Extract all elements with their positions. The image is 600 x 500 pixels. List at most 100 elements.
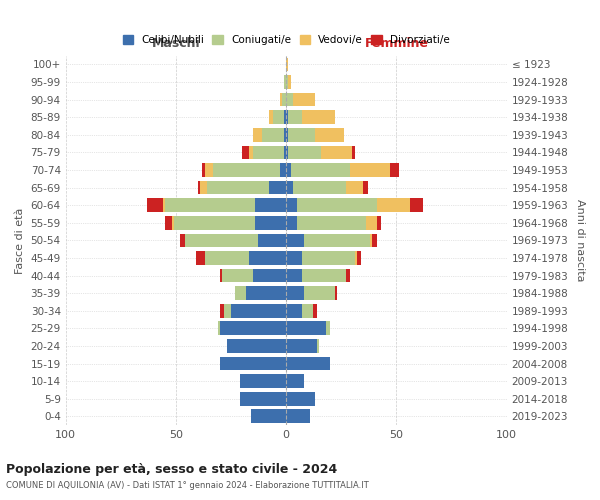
Bar <box>286 58 289 71</box>
Bar <box>357 251 361 265</box>
Bar <box>352 146 355 159</box>
Bar <box>218 322 220 335</box>
Bar <box>317 339 319 353</box>
Bar <box>289 75 290 89</box>
Bar <box>364 180 368 194</box>
Bar <box>251 410 286 423</box>
Bar <box>249 146 253 159</box>
Bar <box>377 198 410 212</box>
Bar <box>370 234 372 247</box>
Bar <box>227 339 286 353</box>
Bar <box>335 286 337 300</box>
Bar <box>256 198 286 212</box>
Bar <box>200 180 207 194</box>
Bar <box>304 286 335 300</box>
Bar <box>205 163 214 177</box>
Bar <box>315 128 344 141</box>
Bar <box>365 216 377 230</box>
Bar <box>235 286 247 300</box>
Y-axis label: Anni di nascita: Anni di nascita <box>575 199 585 281</box>
Bar <box>280 92 282 106</box>
Text: COMUNE DI AQUILONIA (AV) - Dati ISTAT 1° gennaio 2024 - Elaborazione TUTTITALIA.: COMUNE DI AQUILONIA (AV) - Dati ISTAT 1°… <box>6 481 369 490</box>
Bar <box>286 216 297 230</box>
Bar <box>231 304 286 318</box>
Bar <box>286 374 304 388</box>
Bar <box>290 163 350 177</box>
Bar <box>249 251 286 265</box>
Bar <box>256 216 286 230</box>
Bar <box>286 392 315 406</box>
Bar <box>269 110 273 124</box>
Bar <box>377 216 381 230</box>
Bar <box>247 286 286 300</box>
Bar <box>147 198 163 212</box>
Bar <box>202 163 205 177</box>
Bar <box>165 198 256 212</box>
Bar <box>284 110 286 124</box>
Bar <box>257 234 286 247</box>
Bar <box>286 251 302 265</box>
Bar <box>282 92 286 106</box>
Bar <box>284 146 286 159</box>
Bar <box>163 198 165 212</box>
Bar <box>346 268 350 282</box>
Bar <box>220 356 286 370</box>
Bar <box>286 356 331 370</box>
Bar <box>297 216 365 230</box>
Bar <box>284 75 286 89</box>
Bar <box>262 128 284 141</box>
Bar <box>284 128 286 141</box>
Bar <box>286 198 297 212</box>
Bar <box>286 146 289 159</box>
Bar <box>390 163 398 177</box>
Bar <box>346 180 364 194</box>
Bar <box>286 339 317 353</box>
Bar <box>181 234 185 247</box>
Bar <box>286 128 289 141</box>
Legend: Celibi/Nubili, Coniugati/e, Vedovi/e, Divorziati/e: Celibi/Nubili, Coniugati/e, Vedovi/e, Di… <box>118 31 454 50</box>
Bar <box>286 163 290 177</box>
Bar <box>355 251 357 265</box>
Bar <box>293 180 346 194</box>
Bar <box>242 146 249 159</box>
Bar <box>269 180 286 194</box>
Bar <box>174 216 256 230</box>
Bar <box>253 268 286 282</box>
Bar <box>286 286 304 300</box>
Bar <box>289 110 302 124</box>
Bar <box>302 268 346 282</box>
Bar <box>185 234 257 247</box>
Bar <box>410 198 423 212</box>
Bar <box>220 322 286 335</box>
Bar <box>350 163 390 177</box>
Bar <box>313 304 317 318</box>
Bar <box>286 304 302 318</box>
Bar <box>286 110 289 124</box>
Text: Popolazione per età, sesso e stato civile - 2024: Popolazione per età, sesso e stato civil… <box>6 462 337 475</box>
Bar <box>289 128 315 141</box>
Bar <box>273 110 284 124</box>
Bar <box>253 146 284 159</box>
Bar <box>286 180 293 194</box>
Bar <box>222 268 253 282</box>
Bar <box>293 92 315 106</box>
Bar <box>326 322 331 335</box>
Bar <box>224 304 231 318</box>
Bar <box>304 234 370 247</box>
Bar <box>286 75 289 89</box>
Bar <box>214 163 280 177</box>
Text: Femmine: Femmine <box>364 38 428 51</box>
Bar <box>205 251 249 265</box>
Bar <box>297 198 377 212</box>
Bar <box>253 128 262 141</box>
Bar <box>286 234 304 247</box>
Bar <box>302 251 355 265</box>
Y-axis label: Fasce di età: Fasce di età <box>15 207 25 274</box>
Bar <box>286 268 302 282</box>
Bar <box>220 268 222 282</box>
Bar <box>286 322 326 335</box>
Bar <box>207 180 269 194</box>
Bar <box>302 304 313 318</box>
Bar <box>165 216 172 230</box>
Bar <box>240 392 286 406</box>
